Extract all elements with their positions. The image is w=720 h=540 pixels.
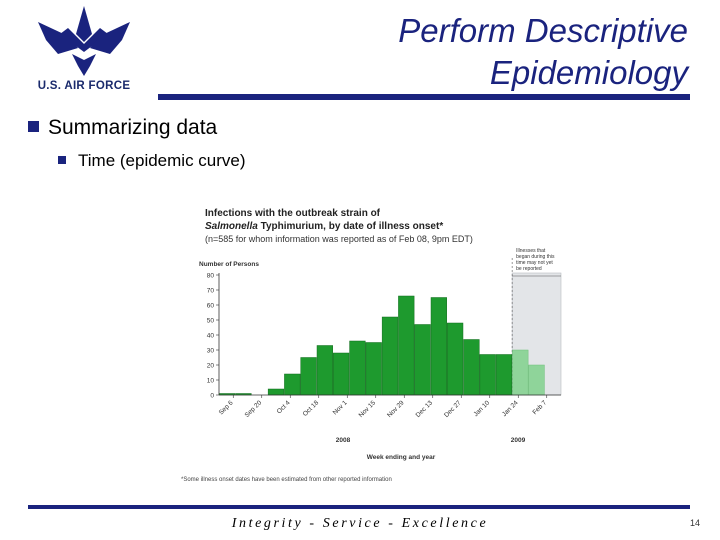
bar [381,316,399,396]
y-tick-label: 50 [207,318,215,325]
x-tick-label: Nov 15 [358,399,378,419]
chart-svg: Infections with the outbreak strain of Sa… [181,208,562,483]
x-tick-label: Oct 4 [276,399,292,415]
bar [528,364,545,396]
y-tick-label: 60 [207,303,215,310]
bar [316,345,333,396]
y-tick-label: 30 [207,348,215,355]
logo-wordmark: U.S. AIR FORCE [37,80,131,92]
bar [284,373,301,396]
x-tick-label: Jan 24 [501,399,520,418]
bullet-square-icon [58,156,66,164]
bar [447,322,464,396]
x-tick-label: Feb 7 [531,399,548,416]
bar [398,295,415,396]
bullet-level1-text: Summarizing data [48,116,218,139]
x-tick-label: Oct 18 [302,399,321,418]
slide-title-line1: Perform Descriptive [398,12,688,49]
year-label-2008: 2008 [336,437,351,444]
bullet-level1: Summarizing data [28,116,217,140]
y-tick-label: 10 [207,378,215,385]
bullet-level2-text: Time (epidemic curve) [78,151,246,170]
footer-divider [28,505,690,509]
bar [430,297,447,396]
reporting-lag-annotation: Illnesses that began during this time may … [516,248,555,272]
chart-title-line2: Salmonella Typhimurium, by date of illne… [205,221,443,232]
bar [479,354,496,396]
x-tick-label: Sep 6 [218,399,235,416]
y-tick-label: 0 [210,393,214,400]
slide-title-line2: Epidemiology [489,54,688,91]
x-tick-label: Sep 20 [244,399,264,419]
bullet-square-icon [28,121,39,132]
slide-title: Perform Descriptive Epidemiology [268,10,688,94]
bar [463,339,480,396]
x-tick-label: Dec 13 [415,399,435,419]
x-tick-label: Dec 27 [443,399,463,419]
bar [349,340,366,396]
chart-footnote: *Some illness onset dates have been esti… [181,477,392,483]
x-tick-label: Jan 10 [472,399,491,418]
y-tick-label: 40 [207,333,215,340]
x-tick-label: Nov 29 [386,399,406,419]
y-tick-label: 20 [207,363,215,370]
chart-title-line3: (n=585 for whom information was reported… [205,234,473,244]
usaf-logo: U.S. AIR FORCE [28,4,140,96]
bullet-level2: Time (epidemic curve) [58,151,246,171]
footer-motto: Integrity - Service - Excellence [231,516,489,531]
bar [414,324,431,396]
y-tick-label: 70 [207,288,215,295]
year-label-2009: 2009 [511,437,526,444]
y-tick-label: 80 [207,273,215,280]
bar [495,354,513,396]
bar [512,349,529,396]
usaf-wing-icon [38,6,130,76]
x-tick-label: Nov 1 [332,399,349,416]
epidemic-curve-chart: Infections with the outbreak strain of Sa… [175,200,575,490]
bar [365,342,382,396]
bar [300,357,317,396]
x-axis-label: Week ending and year [367,454,436,461]
page-number: 14 [690,518,701,528]
title-divider [158,94,690,100]
y-axis-label: Number of Persons [199,261,259,268]
chart-title-line1: Infections with the outbreak strain of [205,208,381,219]
bar [333,352,350,396]
bar [267,388,285,396]
